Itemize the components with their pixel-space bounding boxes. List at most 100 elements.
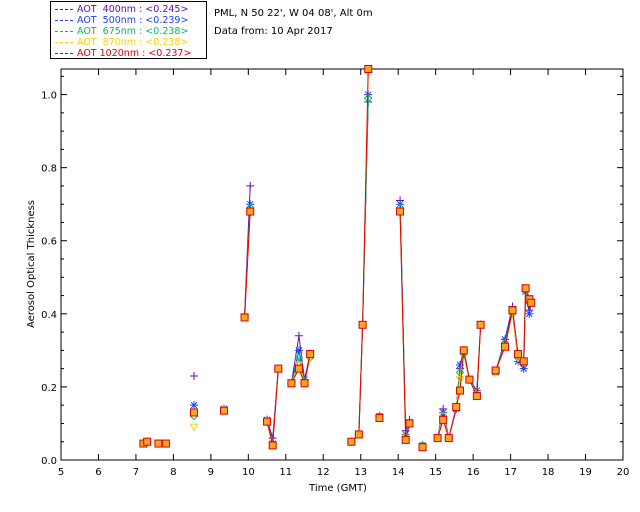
- x-tick-label: 6: [95, 467, 101, 478]
- legend-swatch-400: [55, 9, 73, 10]
- data-point: [143, 437, 152, 446]
- data-point: [514, 350, 523, 359]
- data-point: [439, 415, 448, 424]
- y-tick-label: 0.0: [41, 456, 57, 467]
- x-tick-label: 18: [542, 467, 555, 478]
- date-text: Data from: 10 Apr 2017: [214, 26, 333, 37]
- series-line: [351, 94, 369, 443]
- data-point: [306, 350, 315, 359]
- y-tick-label: 0.6: [41, 237, 57, 248]
- data-point: [240, 313, 249, 322]
- x-tick-label: 8: [170, 467, 176, 478]
- data-point: [456, 360, 465, 369]
- x-tick-label: 12: [317, 467, 330, 478]
- legend-swatch-500: [55, 20, 73, 21]
- data-point: [491, 366, 500, 375]
- x-tick-label: 5: [58, 467, 64, 478]
- x-tick-label: 15: [429, 467, 442, 478]
- legend-label-400: AOT 400nm : <0.245>: [77, 4, 189, 15]
- x-tick-label: 16: [467, 467, 480, 478]
- data-point: [364, 94, 373, 103]
- data-point: [354, 430, 363, 439]
- data-point: [525, 309, 534, 318]
- data-point: [274, 364, 283, 373]
- data-point: [433, 434, 442, 443]
- data-point: [190, 408, 199, 417]
- data-point: [476, 320, 485, 329]
- legend-swatch-870: [55, 42, 73, 43]
- plot-frame: [60, 68, 624, 461]
- data-point: [154, 439, 163, 448]
- data-point: [358, 320, 367, 329]
- x-tick-label: 19: [579, 467, 592, 478]
- x-axis-label: Time (GMT): [308, 483, 367, 494]
- data-point: [519, 357, 528, 366]
- data-point: [375, 413, 384, 422]
- data-point: [268, 441, 277, 450]
- data-point: [521, 284, 530, 293]
- y-tick-label: 1.0: [41, 91, 57, 102]
- x-tick-label: 7: [133, 467, 139, 478]
- series-line: [244, 211, 251, 318]
- data-point: [263, 417, 272, 426]
- y-tick-label: 0.4: [41, 310, 57, 321]
- series-line: [351, 101, 369, 443]
- x-tick-label: 10: [242, 467, 255, 478]
- data-point: [452, 403, 461, 412]
- data-point: [500, 342, 509, 351]
- plot-area: [60, 68, 624, 461]
- data-point: [246, 207, 255, 216]
- series-line: [290, 353, 311, 386]
- data-point: [465, 375, 474, 384]
- data-point: [287, 379, 296, 388]
- data-point: [459, 346, 468, 355]
- x-tick-label: 20: [617, 467, 630, 478]
- data-point: [190, 371, 199, 380]
- legend-label-500: AOT 500nm : <0.239>: [77, 15, 189, 26]
- legend-swatch-675: [55, 31, 73, 32]
- legend-item-500: AOT 500nm : <0.239>: [55, 15, 188, 26]
- data-point: [519, 364, 528, 373]
- x-tick-label: 11: [279, 467, 292, 478]
- legend-label-870: AOT 870nm : <0.238>: [77, 37, 189, 48]
- data-point: [456, 386, 465, 395]
- data-point: [294, 331, 303, 340]
- data-point: [347, 437, 356, 446]
- legend-item-675: AOT 675nm : <0.238>: [55, 26, 188, 37]
- data-point: [364, 65, 373, 73]
- legend-label-1020: AOT 1020nm : <0.237>: [77, 48, 192, 59]
- data-point: [444, 434, 453, 443]
- data-point: [527, 298, 536, 307]
- legend-item-400: AOT 400nm : <0.245>: [55, 4, 188, 15]
- legend-label-675: AOT 675nm : <0.238>: [77, 26, 189, 37]
- data-point: [508, 306, 517, 315]
- data-point: [189, 423, 199, 432]
- x-tick-label: 13: [354, 467, 367, 478]
- data-point: [300, 379, 309, 388]
- data-point: [396, 207, 405, 216]
- series-aot-1020nm: [139, 65, 536, 452]
- y-tick-label: 0.8: [41, 164, 57, 175]
- data-point: [418, 443, 427, 452]
- x-tick-label: 14: [392, 467, 405, 478]
- data-point: [455, 376, 465, 385]
- series-line: [351, 68, 369, 443]
- legend-item-1020: AOT 1020nm : <0.237>: [55, 48, 191, 59]
- data-point: [161, 439, 170, 448]
- y-tick-label: 0.2: [41, 383, 57, 394]
- legend-swatch-1020: [55, 53, 73, 54]
- x-tick-label: 17: [504, 467, 517, 478]
- data-point: [401, 435, 410, 444]
- legend: AOT 400nm : <0.245> AOT 500nm : <0.239> …: [50, 1, 207, 59]
- data-point: [294, 346, 303, 355]
- data-point: [405, 419, 414, 428]
- location-text: PML, N 50 22', W 04 08', Alt 0m: [214, 8, 373, 19]
- data-point: [190, 401, 199, 410]
- data-point: [294, 353, 304, 362]
- data-point: [294, 364, 303, 373]
- legend-item-870: AOT 870nm : <0.238>: [55, 37, 188, 48]
- data-point: [219, 406, 228, 415]
- series-line: [351, 72, 369, 443]
- tick-layer: 5 6 7 8 9 10 11 12 13 14 15 16 17 18 19 20 0.0 0.2 0.4 0.6 0…: [41, 69, 629, 478]
